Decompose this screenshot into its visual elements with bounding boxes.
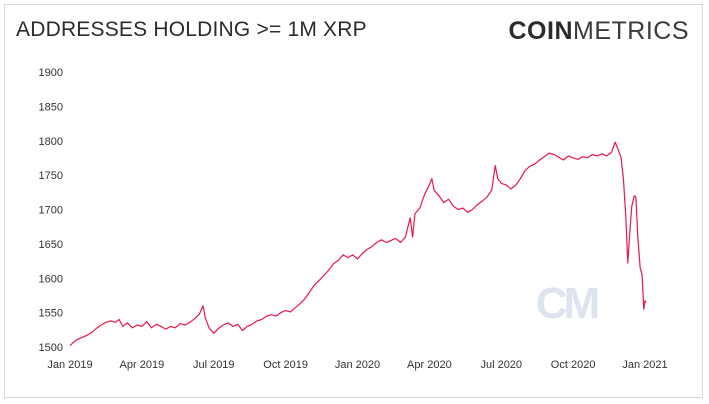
y-tick-label: 1600: [39, 273, 63, 285]
y-tick-label: 1850: [39, 101, 63, 113]
y-tick-label: 1700: [39, 205, 63, 217]
brand-logo: COINMETRICS: [509, 17, 690, 46]
x-tick-label: Jan 2019: [47, 359, 92, 371]
y-tick-label: 1650: [39, 239, 63, 251]
brand-logo-light: METRICS: [573, 17, 689, 45]
x-tick-label: Oct 2019: [263, 359, 308, 371]
x-tick-label: Jan 2020: [335, 359, 380, 371]
x-tick-label: Oct 2020: [551, 359, 596, 371]
chart-title: ADDRESSES HOLDING >= 1M XRP: [16, 18, 367, 41]
y-tick-label: 1900: [39, 67, 63, 79]
x-tick-label: Jul 2020: [480, 359, 522, 371]
y-tick-label: 1550: [39, 308, 63, 320]
y-tick-label: 1800: [39, 136, 63, 148]
y-tick-label: 1750: [39, 170, 63, 182]
x-tick-label: Jul 2019: [193, 359, 235, 371]
series-line: [69, 141, 647, 347]
watermark-text: CM: [536, 279, 598, 328]
watermark-logo: CM: [536, 279, 602, 328]
chart-frame: [4, 4, 703, 398]
x-tick-label: Jan 2021: [622, 359, 667, 371]
brand-logo-strong: COIN: [508, 17, 573, 45]
y-axis-ticks: 1500 1550 1600 1650 1700 1750 1800 1850 1900: [39, 67, 63, 354]
y-tick-label: 1500: [39, 342, 63, 354]
x-tick-label: Apr 2019: [120, 359, 165, 371]
x-tick-label: Apr 2020: [407, 359, 452, 371]
x-axis-ticks: Jan 2019 Apr 2019 Jul 2019 Oct 2019 Jan 2020…: [47, 359, 667, 371]
